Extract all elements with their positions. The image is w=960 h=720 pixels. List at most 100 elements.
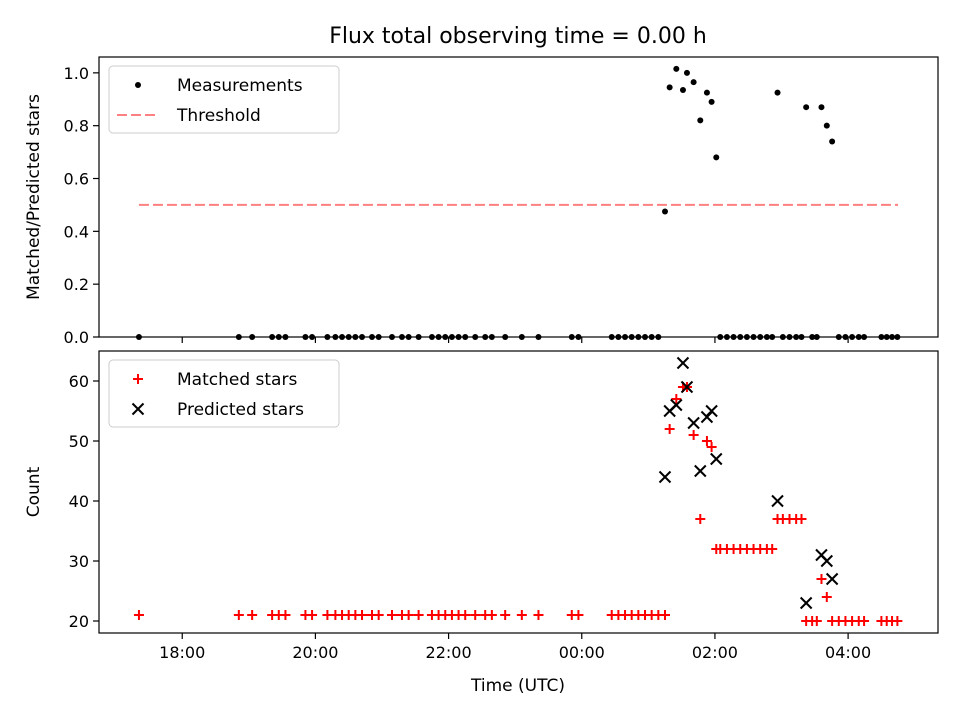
panel-bottom-frame <box>98 350 939 634</box>
matched-star-point <box>516 610 527 620</box>
legend-measurement-swatch <box>135 82 141 88</box>
matched-star-point <box>664 424 675 434</box>
legend-box <box>108 65 340 134</box>
measurement-point <box>235 334 242 340</box>
predicted-star-point <box>710 452 723 466</box>
measurement-point <box>324 334 331 340</box>
matched-star-point <box>233 610 244 620</box>
measurement-point <box>809 334 816 340</box>
predicted-star-point <box>799 596 813 610</box>
measurement-point <box>339 334 346 340</box>
measurement-point <box>608 334 615 340</box>
matched-star-point <box>659 610 670 620</box>
y-tick-label: 40 <box>69 492 89 511</box>
measurement-point <box>448 334 455 340</box>
y-tick-label: 1.0 <box>64 64 89 83</box>
matched-star-point <box>373 610 384 620</box>
panel-top-frame <box>98 56 939 338</box>
measurement-point <box>352 334 359 340</box>
predicted-star-point <box>705 404 718 418</box>
measurement-point <box>628 334 635 340</box>
matched-star-point <box>767 544 778 554</box>
x-tick-label: 22:00 <box>426 643 472 662</box>
matched-star-point <box>892 616 903 626</box>
measurement-point <box>786 334 793 340</box>
measurement-point <box>369 334 376 340</box>
matched-star-point <box>133 610 144 620</box>
measurement-point <box>375 334 382 340</box>
measurement-point <box>518 334 525 340</box>
measurement-point <box>679 87 686 94</box>
measurement-point <box>415 334 422 340</box>
y-tick-label: 50 <box>69 432 89 451</box>
matched-star-point <box>460 610 471 620</box>
measurement-point <box>673 65 680 72</box>
matched-star-point <box>470 610 481 620</box>
measurement-point <box>442 334 449 340</box>
x-tick-label: 20:00 <box>292 643 338 662</box>
measurement-point <box>302 334 309 340</box>
measurement-point <box>723 334 730 340</box>
y-tick-label: 20 <box>69 612 89 631</box>
y-tick-label: 0.0 <box>64 328 89 347</box>
measurement-point <box>666 84 673 91</box>
measurement-point <box>648 334 655 340</box>
measurement-point <box>472 334 479 340</box>
measurement-point <box>482 334 489 340</box>
measurement-point <box>622 334 629 340</box>
matched-star-point <box>706 442 717 452</box>
measurement-point <box>502 334 509 340</box>
measurement-point <box>813 334 820 340</box>
y-tick-label: 0.2 <box>64 275 89 294</box>
chart-title: Flux total observing time = 0.00 h <box>329 24 707 49</box>
measurement-point <box>275 334 282 340</box>
measurement-point <box>708 98 715 105</box>
measurement-point <box>435 334 442 340</box>
measurement-point <box>345 334 352 340</box>
measurement-point <box>428 334 435 340</box>
y-tick-label: 60 <box>69 372 89 391</box>
measurement-point <box>878 334 885 340</box>
measurement-point <box>661 208 668 215</box>
matched-star-point <box>811 616 822 626</box>
measurement-point <box>462 334 469 340</box>
measurement-point <box>855 334 862 340</box>
measurement-point <box>769 334 776 340</box>
matched-star-point <box>816 574 827 584</box>
legend: Measurements Threshold <box>108 65 340 134</box>
y-tick-label: 30 <box>69 552 89 571</box>
predicted-star-point <box>670 398 683 412</box>
measurement-point <box>779 334 786 340</box>
panel-top-ratio: 0.0 0.2 0.4 0.6 0.8 1.0 Matched/Predicted star… <box>24 56 939 347</box>
y-tick-label: 0.4 <box>64 222 89 241</box>
matched-star-point <box>701 436 712 446</box>
predicted-star-point <box>820 554 834 568</box>
measurement-point <box>135 334 142 340</box>
measurement-point <box>803 104 810 111</box>
predicted-star-point <box>825 572 839 586</box>
measurement-point <box>730 334 737 340</box>
measurement-point <box>690 79 697 86</box>
predicted-star-point <box>771 494 784 508</box>
measurement-point <box>615 334 622 340</box>
measurement-point <box>697 117 704 124</box>
predicted-star-point <box>676 356 690 370</box>
x-axis-label: Time (UTC) <box>470 676 565 696</box>
matched-star-point <box>695 514 706 524</box>
matched-star-point <box>307 610 318 620</box>
measurement-point <box>737 334 744 340</box>
matched-star-point <box>533 610 544 620</box>
x-tick-label: 00:00 <box>559 643 605 662</box>
measurement-point <box>763 334 770 340</box>
matched-star-point <box>247 610 258 620</box>
measurement-point <box>568 334 575 340</box>
matched-star-point <box>688 430 699 440</box>
measurement-point <box>818 104 825 111</box>
measurement-point <box>842 334 849 340</box>
legend-label: Matched stars <box>177 370 297 390</box>
measurement-point <box>861 334 868 340</box>
measurement-point <box>849 334 856 340</box>
measurement-point <box>883 334 890 340</box>
measurement-point <box>269 334 276 340</box>
